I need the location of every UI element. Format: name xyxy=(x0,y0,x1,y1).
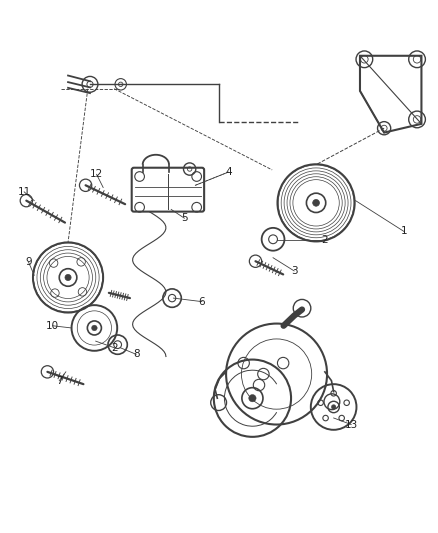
Circle shape xyxy=(331,405,335,409)
Text: 12: 12 xyxy=(90,169,103,179)
Text: 8: 8 xyxy=(132,349,139,359)
Text: 13: 13 xyxy=(344,419,357,430)
Text: 7: 7 xyxy=(56,376,63,386)
Text: 9: 9 xyxy=(25,257,32,267)
Text: 6: 6 xyxy=(198,297,205,306)
Text: 11: 11 xyxy=(18,187,31,197)
Text: 4: 4 xyxy=(224,167,231,177)
Text: 3: 3 xyxy=(290,266,297,276)
Text: 1: 1 xyxy=(399,227,406,236)
Text: 2: 2 xyxy=(321,235,328,245)
Circle shape xyxy=(312,199,319,206)
Text: 10: 10 xyxy=(46,321,59,331)
Circle shape xyxy=(65,274,71,280)
Circle shape xyxy=(248,394,255,402)
Circle shape xyxy=(92,325,97,331)
Text: 5: 5 xyxy=(180,213,187,223)
Text: 2: 2 xyxy=(110,343,117,353)
